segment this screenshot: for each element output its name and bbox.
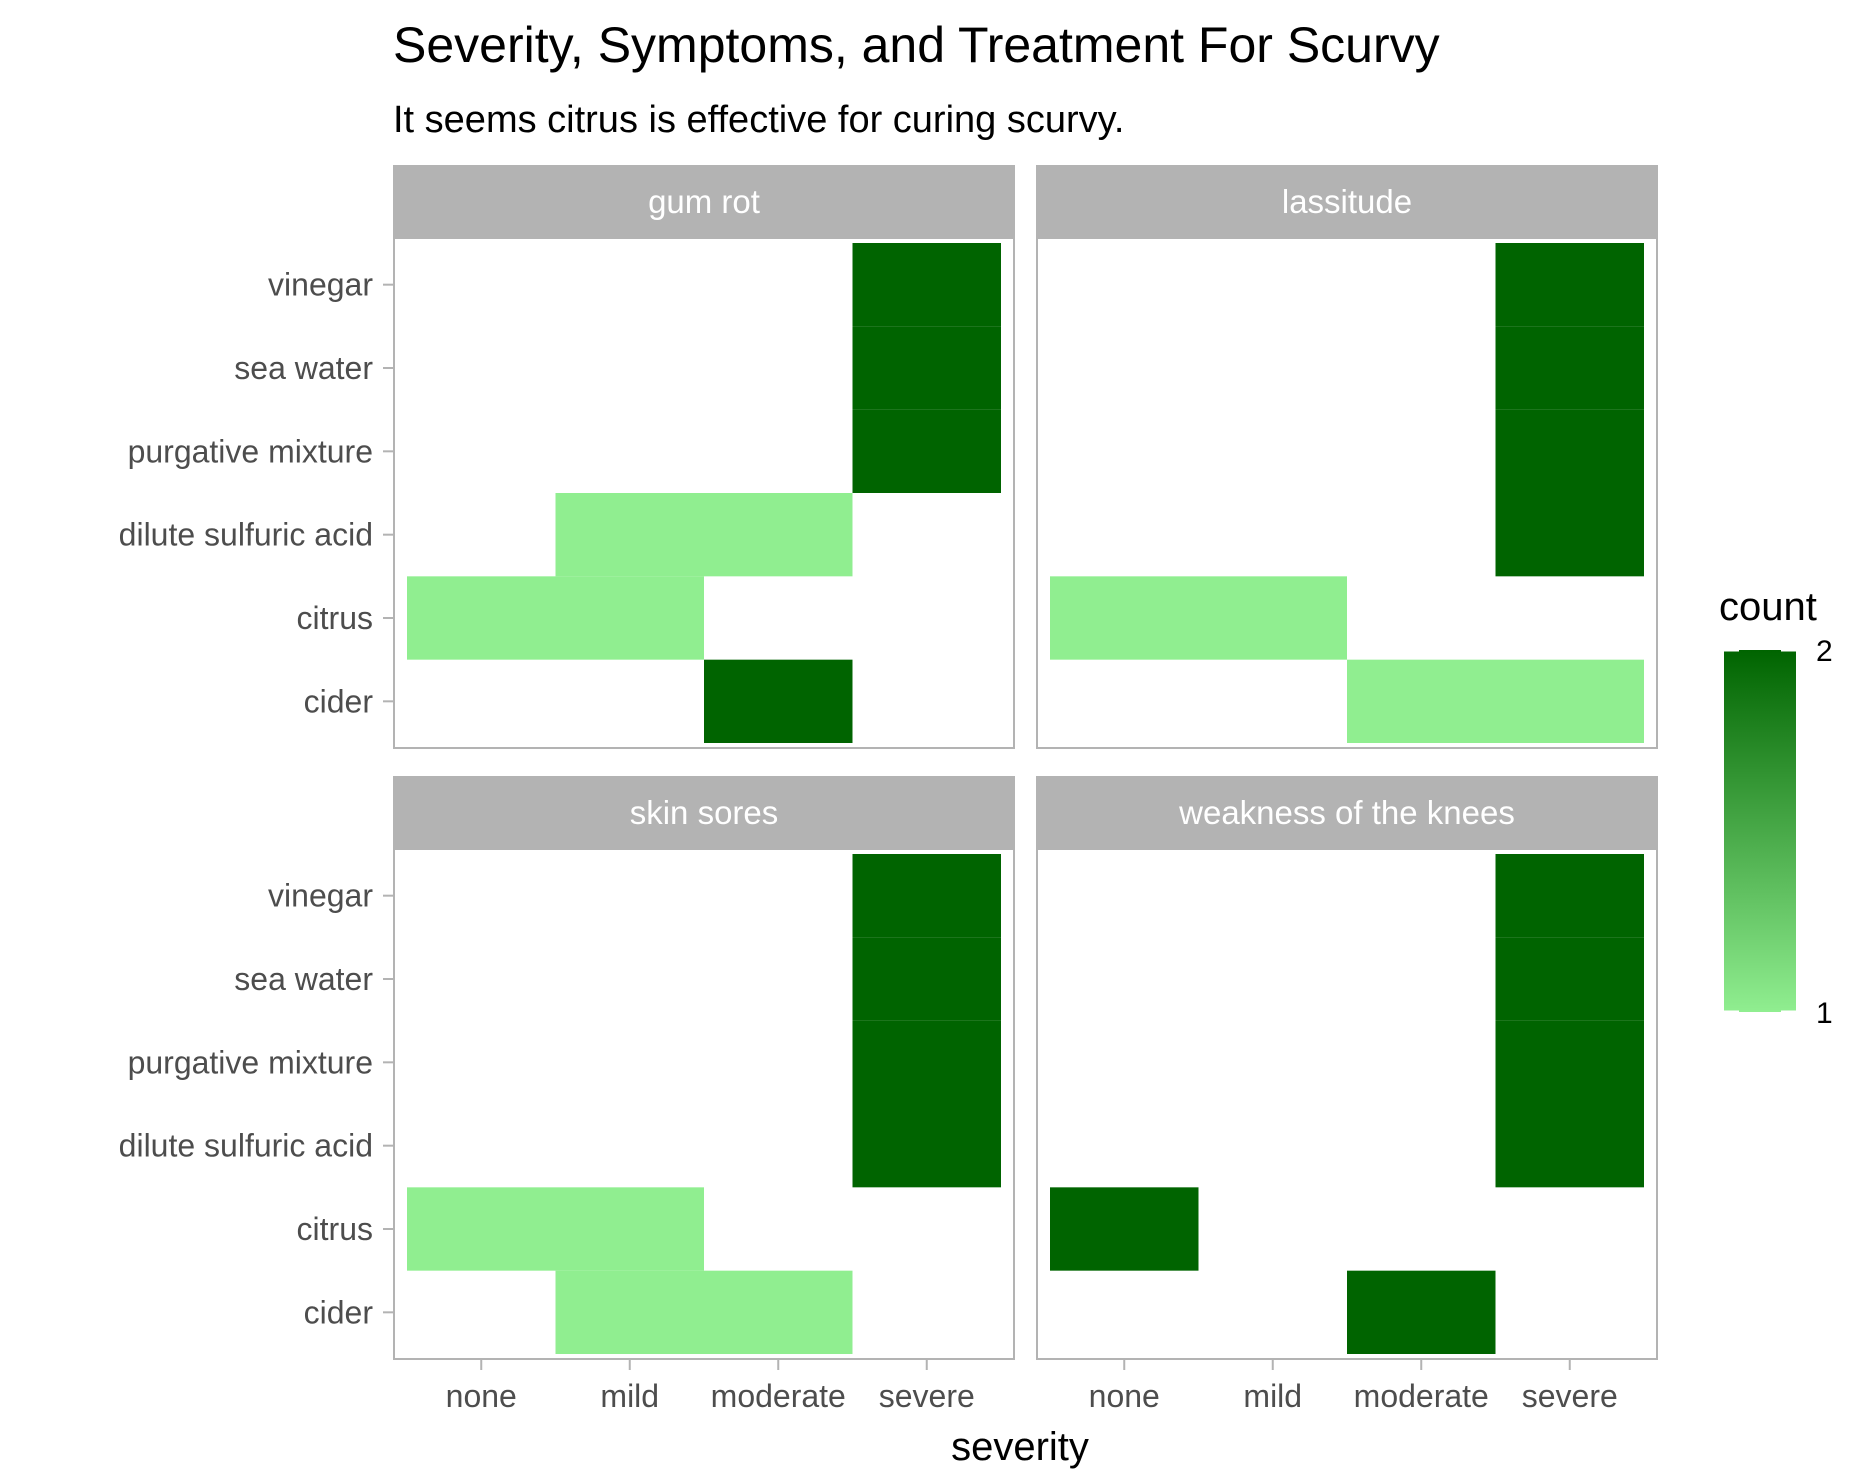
x-tick-label-none: none [1089, 1378, 1160, 1414]
x-tick-label-none: none [446, 1378, 517, 1414]
x-tick-label-severe: severe [1522, 1378, 1618, 1414]
tile-cider-moderate [1347, 659, 1496, 743]
y-tick-label-citrus: citrus [297, 1211, 373, 1247]
legend-colorbar [1724, 650, 1796, 1012]
tile-dilute-sulfuric-acid-moderate [704, 493, 853, 577]
tile-purgative-mixture-severe [852, 1020, 1001, 1104]
facet-skin-sores: skin sores cider citrus dilute sulfuric aci… [119, 776, 1015, 1414]
y-tick-label-cider: cider [304, 683, 374, 719]
x-tick-label-severe: severe [879, 1378, 975, 1414]
tile-sea-water-severe [852, 937, 1001, 1021]
chart-subtitle: It seems citrus is effective for curing … [393, 99, 1124, 141]
tile-vinegar-severe [852, 243, 1001, 327]
y-tick-label-vinegar: vinegar [268, 267, 373, 303]
tile-sea-water-severe [852, 326, 1001, 410]
facet-strip-label: gum rot [648, 183, 760, 220]
tile-dilute-sulfuric-acid-mild [555, 493, 704, 577]
tile-dilute-sulfuric-acid-severe [1495, 1104, 1644, 1188]
tile-citrus-mild [555, 1187, 704, 1271]
facet-strip-label: lassitude [1282, 183, 1412, 220]
tile-purgative-mixture-severe [1495, 409, 1644, 493]
y-tick-label-dilute-sulfuric-acid: dilute sulfuric acid [119, 1128, 373, 1164]
tile-citrus-none [407, 1187, 556, 1271]
y-tick-label-vinegar: vinegar [268, 878, 373, 914]
x-tick-label-moderate: moderate [711, 1378, 846, 1414]
panel-border [393, 848, 1015, 1360]
tile-citrus-none [407, 576, 556, 660]
facet-lassitude: lassitude [1036, 165, 1658, 749]
y-tick-label-purgative-mixture: purgative mixture [128, 1044, 373, 1080]
facet-strip-label: skin sores [630, 794, 779, 831]
facet-strip-label: weakness of the knees [1178, 794, 1515, 831]
tile-citrus-mild [1198, 576, 1347, 660]
tile-dilute-sulfuric-acid-severe [852, 1104, 1001, 1188]
tile-purgative-mixture-severe [1495, 1020, 1644, 1104]
tile-citrus-none [1050, 576, 1199, 660]
panel-border [1036, 237, 1658, 749]
tile-sea-water-severe [1495, 326, 1644, 410]
y-tick-label-purgative-mixture: purgative mixture [128, 433, 373, 469]
facet-strip [1036, 776, 1658, 848]
y-tick-label-cider: cider [304, 1294, 374, 1330]
legend-tick-label-2: 2 [1816, 635, 1833, 668]
tile-vinegar-severe [852, 854, 1001, 938]
tile-citrus-none [1050, 1187, 1199, 1271]
x-axis-title: severity [951, 1425, 1089, 1469]
tile-vinegar-severe [1495, 243, 1644, 327]
y-tick-label-sea-water: sea water [234, 961, 373, 997]
tile-cider-mild [555, 1270, 704, 1354]
panel-border [1036, 848, 1658, 1360]
y-tick-label-dilute-sulfuric-acid: dilute sulfuric acid [119, 517, 373, 553]
color-legend: count 12 [1719, 585, 1833, 1030]
y-tick-label-sea-water: sea water [234, 350, 373, 386]
panel-border [393, 237, 1015, 749]
tile-citrus-mild [555, 576, 704, 660]
facet-gum-rot: gum rot cider citrus dilute sulfuric acid pu… [119, 165, 1015, 749]
x-tick-label-moderate: moderate [1354, 1378, 1489, 1414]
tile-purgative-mixture-severe [852, 409, 1001, 493]
x-tick-label-mild: mild [600, 1378, 659, 1414]
tile-vinegar-severe [1495, 854, 1644, 938]
legend-tick-label-1: 1 [1816, 997, 1833, 1030]
tile-cider-severe [1495, 659, 1644, 743]
tile-cider-moderate [704, 1270, 853, 1354]
legend-title: count [1719, 585, 1817, 629]
tile-cider-moderate [704, 659, 853, 743]
facet-strip [393, 776, 1015, 848]
tile-sea-water-severe [1495, 937, 1644, 1021]
x-tick-label-mild: mild [1243, 1378, 1302, 1414]
tile-dilute-sulfuric-acid-severe [1495, 493, 1644, 577]
tile-cider-moderate [1347, 1270, 1496, 1354]
facet-strip [393, 165, 1015, 237]
facet-weakness-of-the-knees: weakness of the knees none mild moderate sev… [1036, 776, 1658, 1414]
y-tick-label-citrus: citrus [297, 600, 373, 636]
facet-strip [1036, 165, 1658, 237]
legend-ticks: 12 [1724, 635, 1833, 1030]
facet-panels: gum rot cider citrus dilute sulfuric acid pu… [119, 165, 1658, 1414]
chart-title: Severity, Symptoms, and Treatment For Sc… [393, 17, 1440, 73]
